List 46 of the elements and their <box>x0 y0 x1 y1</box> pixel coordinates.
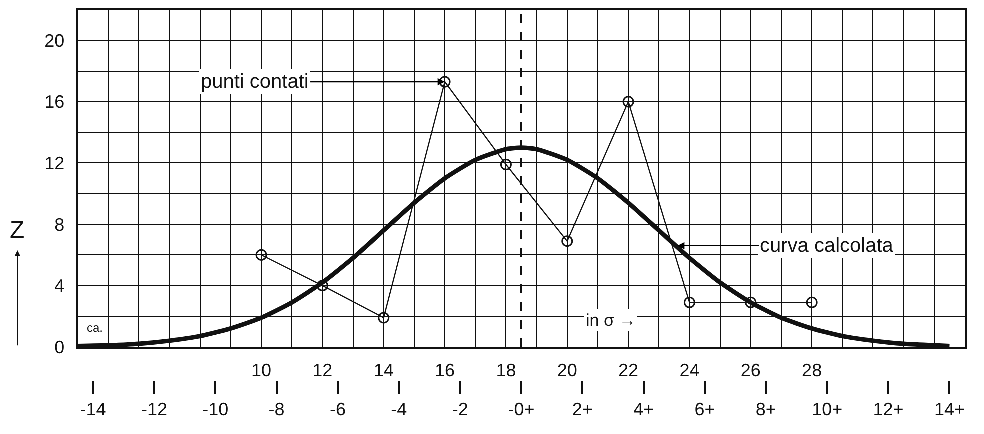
x-tick-label: 12 <box>312 360 333 380</box>
x-tick-label: 14 <box>374 360 394 380</box>
x2-tick-label: -14 <box>80 400 106 420</box>
x-tick-label: 26 <box>740 360 761 380</box>
point <box>316 280 328 292</box>
x-tick-label: 10 <box>252 360 272 380</box>
x-tick-label: 22 <box>618 360 639 380</box>
x2-tick-label: 4+ <box>634 400 654 420</box>
x2-tick-label: -10 <box>202 400 229 420</box>
x-tick-label: 20 <box>557 360 578 380</box>
y-tick-label: 20 <box>44 30 65 51</box>
point <box>378 312 390 324</box>
x2-tick-label: 10+ <box>812 400 843 420</box>
y-axis-title: Z <box>10 217 25 244</box>
y-tick-label: 0 <box>54 337 65 358</box>
point <box>256 249 268 261</box>
x2-tick-label: 8+ <box>756 400 776 420</box>
x-tick-label: 24 <box>680 360 700 380</box>
x2-tick-label: 12+ <box>873 400 904 420</box>
point <box>806 296 818 308</box>
y-tick-label: 4 <box>54 276 65 296</box>
annotation: curva calcolata <box>760 235 894 257</box>
x2-tick-label: -4 <box>391 400 408 420</box>
y-tick-label: 8 <box>54 214 65 235</box>
x2-tick-label: -6 <box>330 400 346 420</box>
point <box>622 96 634 108</box>
annotation: punti contati <box>201 71 309 93</box>
x2-tick-label: 14+ <box>934 400 965 420</box>
x2-tick-label: -0+ <box>508 400 535 420</box>
x-tick-label: 16 <box>435 360 456 380</box>
y-tick-label: 12 <box>44 154 65 174</box>
x-tick-label: 18 <box>496 360 516 380</box>
x2-tick-label: -12 <box>141 400 168 420</box>
point <box>500 159 512 170</box>
y-tick-label: 16 <box>44 92 65 112</box>
point <box>439 76 451 88</box>
point <box>562 236 574 248</box>
annotation: in σ → <box>586 311 636 330</box>
x-tick-label: 28 <box>802 360 822 380</box>
annotation: ca. <box>87 321 104 335</box>
x2-tick-label: -8 <box>268 400 285 420</box>
x2-tick-label: 2+ <box>572 400 593 420</box>
point <box>745 296 757 308</box>
point <box>684 296 696 308</box>
x2-tick-label: 6+ <box>694 400 716 420</box>
x2-tick-label: -2 <box>452 400 468 420</box>
